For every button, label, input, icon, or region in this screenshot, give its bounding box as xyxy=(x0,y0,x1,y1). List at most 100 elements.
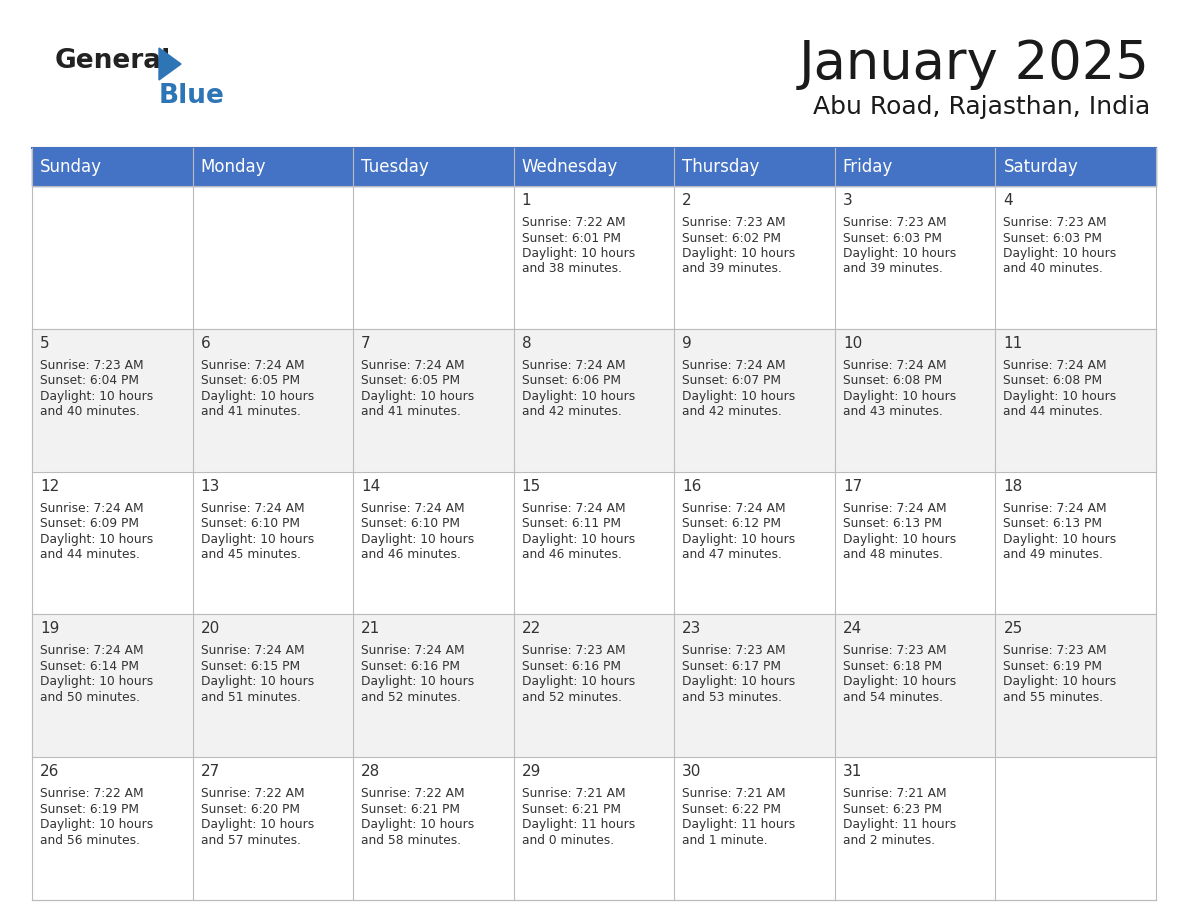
Text: Sunset: 6:20 PM: Sunset: 6:20 PM xyxy=(201,802,299,816)
Text: Daylight: 10 hours: Daylight: 10 hours xyxy=(1004,532,1117,545)
Bar xyxy=(996,757,1156,900)
Text: and 2 minutes.: and 2 minutes. xyxy=(842,834,935,846)
Text: Sunset: 6:13 PM: Sunset: 6:13 PM xyxy=(1004,517,1102,530)
Text: Sunrise: 7:21 AM: Sunrise: 7:21 AM xyxy=(682,788,786,800)
Bar xyxy=(32,186,192,329)
Text: 30: 30 xyxy=(682,764,702,779)
Text: Sunrise: 7:24 AM: Sunrise: 7:24 AM xyxy=(1004,501,1107,515)
Text: 1: 1 xyxy=(522,193,531,208)
Text: 22: 22 xyxy=(522,621,541,636)
Text: January 2025: January 2025 xyxy=(800,38,1150,90)
Text: Daylight: 10 hours: Daylight: 10 hours xyxy=(361,532,474,545)
Text: Monday: Monday xyxy=(201,158,266,176)
Text: 27: 27 xyxy=(201,764,220,779)
Text: 23: 23 xyxy=(682,621,702,636)
Bar xyxy=(996,472,1156,614)
Text: Sunrise: 7:22 AM: Sunrise: 7:22 AM xyxy=(201,788,304,800)
Bar xyxy=(996,614,1156,757)
Text: Sunset: 6:03 PM: Sunset: 6:03 PM xyxy=(842,231,942,244)
Text: Daylight: 10 hours: Daylight: 10 hours xyxy=(842,390,956,403)
Bar xyxy=(675,148,835,186)
Text: and 42 minutes.: and 42 minutes. xyxy=(522,406,621,419)
Text: Sunset: 6:02 PM: Sunset: 6:02 PM xyxy=(682,231,782,244)
Text: Abu Road, Rajasthan, India: Abu Road, Rajasthan, India xyxy=(813,95,1150,119)
Text: Sunrise: 7:23 AM: Sunrise: 7:23 AM xyxy=(40,359,144,372)
Text: and 42 minutes.: and 42 minutes. xyxy=(682,406,782,419)
Bar xyxy=(675,329,835,472)
Text: Sunset: 6:16 PM: Sunset: 6:16 PM xyxy=(361,660,460,673)
Bar xyxy=(996,186,1156,329)
Text: 31: 31 xyxy=(842,764,862,779)
Text: Sunrise: 7:23 AM: Sunrise: 7:23 AM xyxy=(1004,216,1107,229)
Text: Sunrise: 7:24 AM: Sunrise: 7:24 AM xyxy=(361,644,465,657)
Text: 4: 4 xyxy=(1004,193,1013,208)
Text: Daylight: 10 hours: Daylight: 10 hours xyxy=(522,532,634,545)
Bar xyxy=(192,148,353,186)
Text: 20: 20 xyxy=(201,621,220,636)
Text: and 1 minute.: and 1 minute. xyxy=(682,834,767,846)
Text: Sunrise: 7:24 AM: Sunrise: 7:24 AM xyxy=(40,501,144,515)
Text: and 46 minutes.: and 46 minutes. xyxy=(361,548,461,561)
Text: Sunrise: 7:23 AM: Sunrise: 7:23 AM xyxy=(1004,644,1107,657)
Text: Sunset: 6:21 PM: Sunset: 6:21 PM xyxy=(522,802,620,816)
Text: 8: 8 xyxy=(522,336,531,351)
Text: Daylight: 10 hours: Daylight: 10 hours xyxy=(682,247,796,260)
Bar xyxy=(513,148,675,186)
Text: Sunrise: 7:24 AM: Sunrise: 7:24 AM xyxy=(40,644,144,657)
Text: and 47 minutes.: and 47 minutes. xyxy=(682,548,782,561)
Text: Daylight: 10 hours: Daylight: 10 hours xyxy=(201,676,314,688)
Text: Daylight: 10 hours: Daylight: 10 hours xyxy=(682,532,796,545)
Text: Thursday: Thursday xyxy=(682,158,759,176)
Text: Daylight: 10 hours: Daylight: 10 hours xyxy=(1004,247,1117,260)
Text: 21: 21 xyxy=(361,621,380,636)
Bar xyxy=(192,757,353,900)
Bar xyxy=(32,614,192,757)
Text: Sunrise: 7:24 AM: Sunrise: 7:24 AM xyxy=(842,359,947,372)
Text: Sunrise: 7:23 AM: Sunrise: 7:23 AM xyxy=(682,644,786,657)
Text: Sunset: 6:14 PM: Sunset: 6:14 PM xyxy=(40,660,139,673)
Text: Daylight: 11 hours: Daylight: 11 hours xyxy=(522,818,634,831)
Bar xyxy=(835,186,996,329)
Text: 14: 14 xyxy=(361,478,380,494)
Text: and 48 minutes.: and 48 minutes. xyxy=(842,548,943,561)
Text: Sunset: 6:09 PM: Sunset: 6:09 PM xyxy=(40,517,139,530)
Bar xyxy=(675,186,835,329)
Text: 15: 15 xyxy=(522,478,541,494)
Text: 5: 5 xyxy=(40,336,50,351)
Text: Sunset: 6:19 PM: Sunset: 6:19 PM xyxy=(40,802,139,816)
Bar xyxy=(513,186,675,329)
Text: Daylight: 10 hours: Daylight: 10 hours xyxy=(842,532,956,545)
Text: and 39 minutes.: and 39 minutes. xyxy=(682,263,782,275)
Text: Sunset: 6:08 PM: Sunset: 6:08 PM xyxy=(1004,375,1102,387)
Text: Daylight: 10 hours: Daylight: 10 hours xyxy=(522,676,634,688)
Text: Sunrise: 7:24 AM: Sunrise: 7:24 AM xyxy=(361,501,465,515)
Text: and 43 minutes.: and 43 minutes. xyxy=(842,406,943,419)
Text: Daylight: 10 hours: Daylight: 10 hours xyxy=(201,390,314,403)
Text: Daylight: 10 hours: Daylight: 10 hours xyxy=(201,818,314,831)
Text: and 52 minutes.: and 52 minutes. xyxy=(522,691,621,704)
Text: Blue: Blue xyxy=(159,83,225,109)
Text: Sunrise: 7:24 AM: Sunrise: 7:24 AM xyxy=(201,644,304,657)
Text: Friday: Friday xyxy=(842,158,893,176)
Bar xyxy=(32,472,192,614)
Text: Daylight: 10 hours: Daylight: 10 hours xyxy=(40,390,153,403)
Bar xyxy=(513,614,675,757)
Text: Sunset: 6:10 PM: Sunset: 6:10 PM xyxy=(201,517,299,530)
Text: and 40 minutes.: and 40 minutes. xyxy=(40,406,140,419)
Text: and 38 minutes.: and 38 minutes. xyxy=(522,263,621,275)
Text: Sunset: 6:13 PM: Sunset: 6:13 PM xyxy=(842,517,942,530)
Text: Sunset: 6:04 PM: Sunset: 6:04 PM xyxy=(40,375,139,387)
Bar xyxy=(835,329,996,472)
Text: Daylight: 10 hours: Daylight: 10 hours xyxy=(682,390,796,403)
Text: Sunrise: 7:21 AM: Sunrise: 7:21 AM xyxy=(842,788,947,800)
Text: Sunrise: 7:24 AM: Sunrise: 7:24 AM xyxy=(682,359,786,372)
Text: Sunset: 6:05 PM: Sunset: 6:05 PM xyxy=(361,375,460,387)
Text: and 44 minutes.: and 44 minutes. xyxy=(1004,406,1104,419)
Text: Sunset: 6:18 PM: Sunset: 6:18 PM xyxy=(842,660,942,673)
Text: Sunset: 6:22 PM: Sunset: 6:22 PM xyxy=(682,802,782,816)
Bar xyxy=(32,757,192,900)
Text: Wednesday: Wednesday xyxy=(522,158,618,176)
Bar xyxy=(192,329,353,472)
Bar xyxy=(675,757,835,900)
Text: Sunset: 6:06 PM: Sunset: 6:06 PM xyxy=(522,375,620,387)
